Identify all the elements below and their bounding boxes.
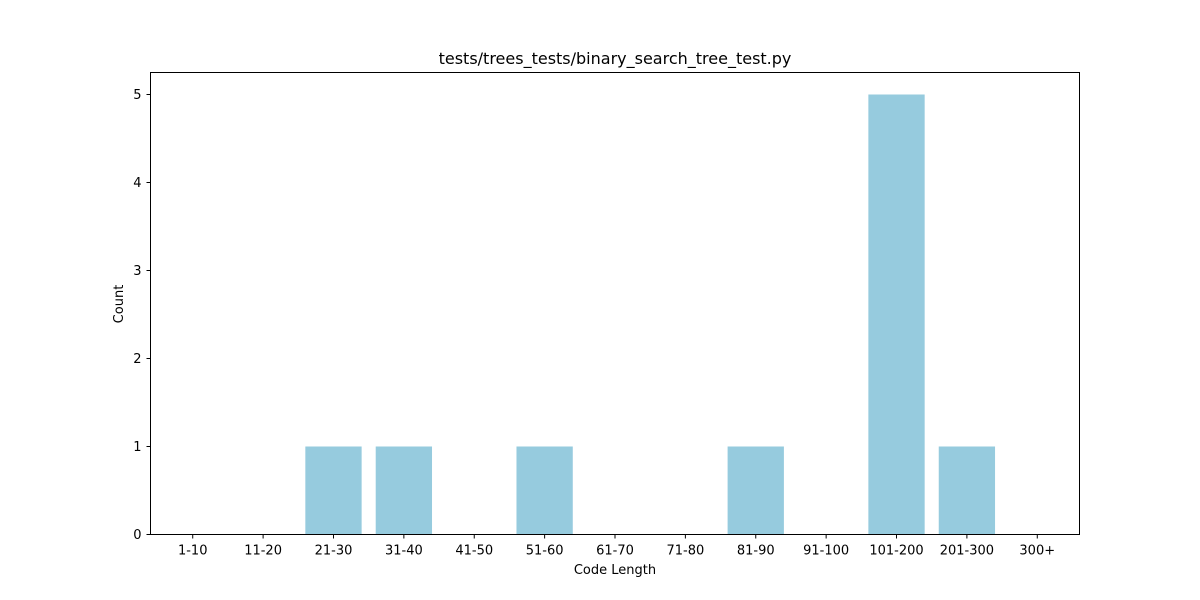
- x-tick-label: 91-100: [803, 544, 849, 559]
- y-tick-label: 3: [133, 264, 141, 279]
- bar-101-200: [868, 94, 925, 535]
- y-tick-label: 2: [133, 352, 141, 367]
- bars-layer: [305, 94, 996, 535]
- x-axis-ticks: 1-10 11-20 21-30 31-40 41-50 51-60 61-70 71-80 8…: [178, 534, 1055, 559]
- x-tick-label: 71-80: [666, 544, 704, 559]
- bar-51-60: [516, 446, 573, 535]
- y-tick-label: 1: [133, 440, 141, 455]
- chart-title: tests/trees_tests/binary_search_tree_tes…: [439, 49, 792, 69]
- x-tick-label: 41-50: [455, 544, 493, 559]
- x-tick-label: 31-40: [385, 544, 423, 559]
- bar-31-40: [375, 446, 433, 535]
- x-tick-label: 1-10: [178, 544, 208, 559]
- x-tick-label: 101-200: [869, 544, 923, 559]
- x-tick-label: 300+: [1019, 544, 1055, 559]
- y-tick-label: 4: [133, 176, 141, 191]
- x-tick-label: 61-70: [596, 544, 634, 559]
- x-tick-label: 21-30: [315, 544, 353, 559]
- x-tick-label: 51-60: [526, 544, 564, 559]
- y-tick-label: 5: [133, 88, 141, 103]
- bar-201-300: [938, 446, 996, 535]
- y-axis-label: Count: [112, 285, 127, 324]
- bar-81-90: [727, 446, 784, 535]
- plot-frame: [150, 72, 1080, 535]
- x-tick-label: 11-20: [244, 544, 282, 559]
- y-tick-label: 0: [133, 528, 141, 543]
- x-tick-label: 81-90: [737, 544, 775, 559]
- x-tick-label: 201-300: [940, 544, 994, 559]
- bar-21-30: [305, 446, 362, 535]
- x-axis-label: Code Length: [574, 563, 656, 578]
- y-axis-ticks: 0 1 2 3 4 5: [133, 88, 151, 543]
